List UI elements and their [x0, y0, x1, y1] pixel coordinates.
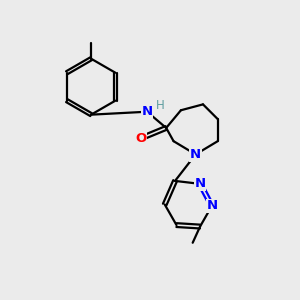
Text: N: N — [190, 148, 201, 161]
Text: H: H — [156, 99, 165, 112]
Text: N: N — [206, 200, 218, 212]
Text: N: N — [194, 177, 206, 190]
Text: N: N — [142, 105, 153, 118]
Text: O: O — [136, 132, 147, 145]
